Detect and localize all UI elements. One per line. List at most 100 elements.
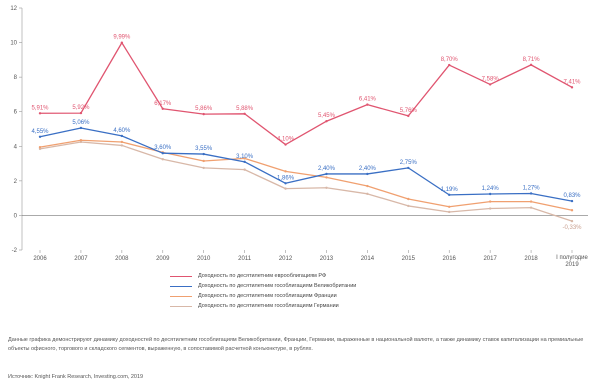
legend: Доходность по десятилетним еврооблигация…: [170, 271, 470, 311]
x-tick-label: 2007: [74, 256, 88, 262]
data-point: [284, 182, 287, 185]
data-label: 5,86%: [195, 106, 213, 112]
data-point: [366, 172, 369, 176]
data-point: [38, 147, 42, 151]
chart-caption: Данные графика демонстрируют динамику до…: [8, 337, 584, 352]
data-label: 2,40%: [318, 166, 336, 172]
data-label: 5,76%: [400, 108, 418, 114]
data-point: [570, 199, 574, 203]
data-point: [120, 134, 124, 138]
data-label: 2,75%: [400, 160, 418, 166]
data-label: 4,55%: [31, 129, 49, 135]
data-label: 4,60%: [113, 128, 131, 134]
data-label: 3,55%: [195, 146, 213, 152]
data-point: [488, 83, 492, 86]
series-line: [39, 141, 573, 222]
y-tick-label: 6: [14, 110, 18, 116]
x-tick-label: 2018: [524, 256, 538, 262]
legend-item: Доходность по десятилетним гособлигациям…: [170, 301, 470, 311]
data-point: [120, 144, 124, 147]
data-label: 7,58%: [482, 76, 500, 82]
legend-label: Доходность по десятилетним гособлигациям…: [198, 303, 339, 309]
data-point: [38, 135, 42, 138]
data-label: 5,92%: [72, 105, 90, 111]
data-point: [79, 140, 83, 144]
x-tick-label: 2016: [443, 256, 457, 262]
y-tick-label: -2: [12, 248, 18, 254]
series-line: [39, 127, 573, 202]
data-point: [202, 112, 205, 116]
data-point: [529, 63, 533, 67]
y-tick-label: 10: [10, 41, 17, 47]
legend-swatch-germany: [170, 305, 192, 307]
data-label: 5,45%: [318, 113, 336, 119]
data-point: [407, 166, 410, 170]
x-tick-label: 2008: [115, 256, 129, 262]
legend-item: Доходность по десятилетним еврооблигация…: [170, 271, 470, 281]
legend-swatch-russia: [170, 275, 192, 277]
legend-item: Доходность по десятилетним гособлигациям…: [170, 291, 470, 301]
data-point: [243, 112, 246, 115]
data-point: [161, 158, 164, 161]
x-tick-label: 2012: [279, 256, 293, 262]
data-label: 1,27%: [523, 185, 541, 191]
y-tick-label: 0: [14, 213, 18, 219]
data-label: 5,91%: [31, 105, 49, 111]
x-tick-label: 2006: [33, 256, 47, 262]
data-point: [448, 210, 451, 214]
x-tick-label: I полугодие: [556, 255, 588, 261]
y-tick-label: 8: [14, 75, 18, 81]
legend-label: Доходность по десятилетним гособлигациям…: [198, 283, 357, 289]
data-label: 8,70%: [441, 57, 459, 63]
data-point: [325, 176, 328, 179]
data-point: [366, 103, 369, 106]
y-tick-label: 4: [14, 144, 18, 150]
data-point: [325, 186, 328, 189]
data-point: [570, 86, 574, 89]
data-point: [407, 197, 410, 201]
legend-item: Доходность по десятилетним гособлигациям…: [170, 281, 470, 291]
line-chart: -2 0 2 4 6 8 10 12 2006 2007 2008 2009 2010 2011 2012 2…: [10, 6, 588, 268]
series-line: [39, 42, 573, 146]
data-point: [79, 111, 83, 115]
legend-label: Доходность по десятилетним гособлигациям…: [198, 293, 337, 299]
data-point: [448, 63, 451, 67]
data-label: 1,86%: [277, 175, 295, 181]
data-point: [202, 159, 205, 163]
data-label: 3,10%: [236, 154, 254, 160]
data-point: [161, 152, 164, 155]
x-tick-label: 2013: [320, 256, 334, 262]
data-point: [243, 160, 246, 164]
data-point: [570, 219, 574, 223]
data-label: 3,60%: [154, 145, 172, 151]
data-point: [366, 184, 369, 188]
data-point: [570, 209, 574, 212]
data-point: [79, 126, 83, 130]
data-point: [202, 152, 205, 156]
data-point: [325, 172, 328, 176]
data-label: 5,88%: [236, 106, 254, 112]
data-label: -0,33%: [562, 225, 582, 231]
x-tick-label: 2009: [156, 256, 170, 262]
data-point: [38, 145, 42, 149]
legend-swatch-france: [170, 295, 192, 297]
y-tick-label: 12: [10, 6, 17, 12]
data-label: 5,06%: [72, 120, 90, 126]
data-point: [120, 140, 124, 144]
x-tick-label: 2010: [197, 256, 211, 262]
data-label: 2,40%: [359, 166, 377, 172]
data-label: 0,83%: [563, 193, 581, 199]
data-label: 4,10%: [277, 137, 295, 143]
data-point: [488, 200, 492, 203]
data-point: [284, 143, 287, 146]
data-point: [529, 200, 533, 203]
series-line: [39, 139, 573, 211]
legend-swatch-uk: [170, 285, 192, 287]
data-label: 9,99%: [113, 35, 131, 41]
x-tick-label: 2017: [483, 256, 497, 262]
data-label: 6,41%: [359, 97, 377, 103]
data-point: [284, 187, 287, 190]
data-point: [529, 192, 533, 195]
data-label: 6,17%: [154, 101, 172, 107]
legend-label: Доходность по десятилетним еврооблигация…: [198, 273, 327, 279]
